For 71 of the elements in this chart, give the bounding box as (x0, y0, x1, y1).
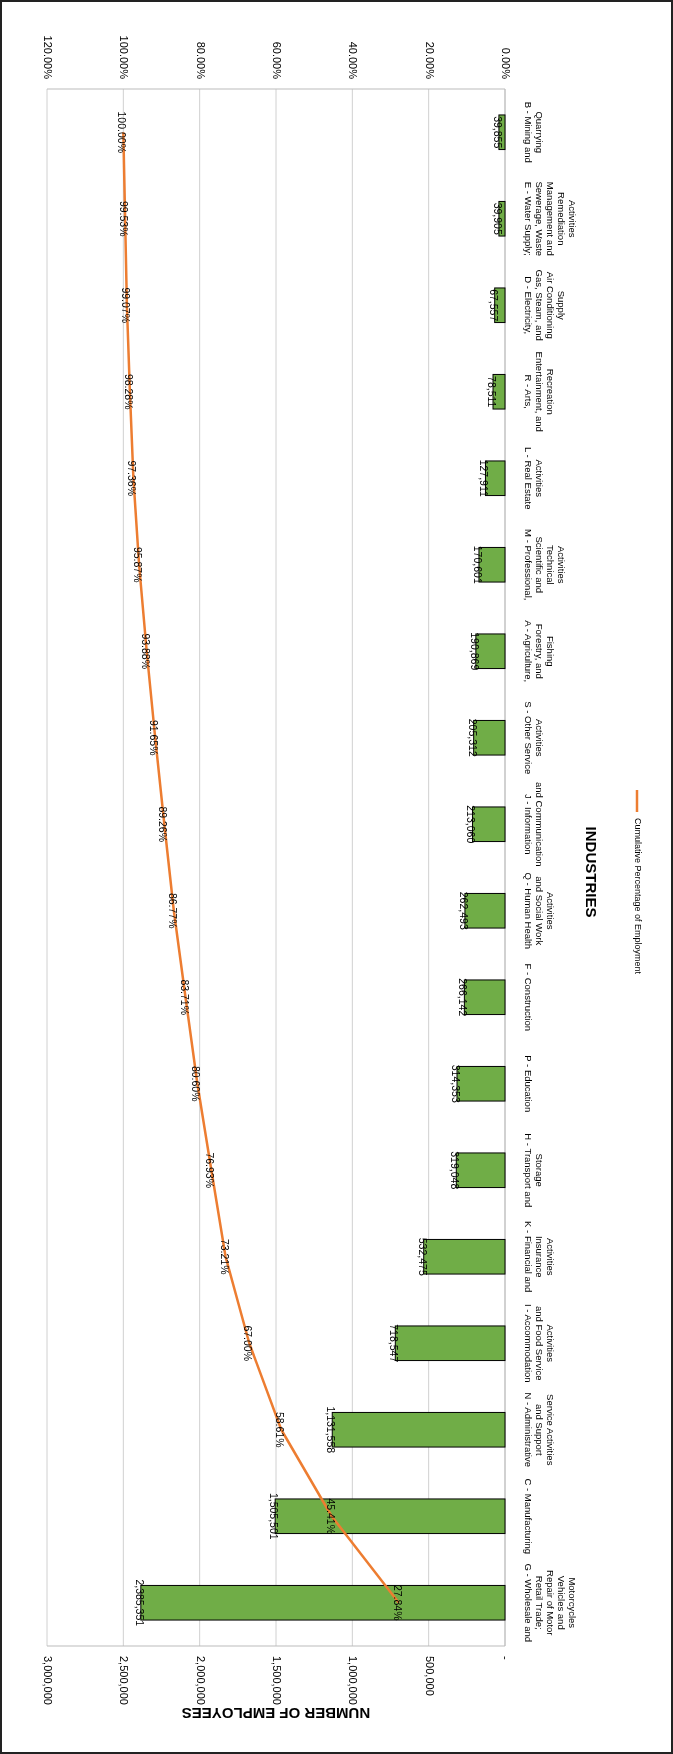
y-tick-label: M - Professional, Scientific and Technical Activities (523, 529, 567, 601)
y-tick-label: K - Financial and Insurance Activities (523, 1221, 556, 1293)
x-tick-label: - (500, 1656, 513, 1660)
y-tick-label: B - Mining and Quarrying (523, 101, 545, 163)
y-tick-label: E - Water Supply; Sewerage, Waste Management and Remediation Activities (523, 181, 578, 257)
data-label: 73.21% (218, 1238, 231, 1275)
data-label: 190,869 (468, 632, 481, 671)
x2-tick-label: 60.00% (271, 41, 284, 80)
y-tick-label: H - Transport and Storage (523, 1133, 545, 1208)
data-label: 95.87% (132, 546, 145, 583)
data-label: 314,353 (450, 1064, 463, 1103)
data-label: 1,131,558 (325, 1406, 338, 1454)
data-label: 67.00% (242, 1325, 255, 1362)
x2-tick-label: 0.00% (500, 47, 513, 80)
data-label: 78,511 (486, 376, 499, 408)
data-label: 127,911 (478, 459, 491, 497)
data-label: 67,557 (487, 289, 500, 322)
data-label: 86.77% (166, 892, 179, 929)
data-label: 1,505,501 (268, 1492, 281, 1540)
x-tick-label: 1,500,000 (271, 1656, 284, 1705)
y-tick-label: I - Accommodation and Food Service Activities (523, 1303, 556, 1383)
data-label: 58.61% (274, 1411, 287, 1448)
data-label: 89.26% (157, 806, 170, 843)
text: Cumulative Percentage of Employment (632, 818, 643, 975)
data-label: 45.41% (324, 1498, 337, 1535)
y-tick-label: N - Administrative and Support Service Activities (523, 1392, 556, 1467)
data-label: 2,385,351 (133, 1579, 146, 1627)
data-label: 718,547 (388, 1324, 401, 1363)
y-axis-title: INDUSTRIES (583, 826, 601, 918)
data-label: 266,142 (457, 978, 470, 1017)
y-tick-label: C - Manufacturing (523, 1478, 534, 1555)
data-label: 100.00% (116, 111, 129, 153)
y-tick-label: L - Real Estate Activities (523, 447, 545, 510)
y-tick-label: Q - Human Health and Social Work Activities (523, 872, 556, 950)
y-tick-label: J - Information and Communication (523, 782, 545, 867)
data-label: 76.93% (204, 1152, 217, 1189)
y-tick-label: D - Electricity, Gas, Steam, and Air Conditioning Supply (523, 269, 567, 341)
data-label: 99.07% (119, 287, 132, 324)
data-label: 319,048 (449, 1151, 462, 1190)
y-tick-label: R - Arts, Entertainment, and Recreation (523, 351, 556, 432)
data-label: 213,060 (465, 805, 478, 844)
data-label: 97.36% (126, 460, 139, 497)
x-tick-label: 500,000 (423, 1656, 436, 1696)
x2-tick-label: 40.00% (347, 41, 360, 80)
data-label: 205,312 (466, 718, 479, 757)
x2-tick-label: 100.00% (118, 35, 131, 80)
data-label: 170,601 (471, 545, 484, 584)
y-tick-label: S - Other Service Activities (523, 701, 545, 775)
y-tick-label: A - Agriculture, Forestry, and Fishing (523, 620, 556, 683)
x-tick-label: 3,000,000 (42, 1656, 55, 1705)
x-tick-label: 2,000,000 (194, 1656, 207, 1705)
data-label: 99.53% (118, 200, 131, 237)
x2-tick-label: 120.00% (42, 35, 55, 80)
data-label: 93.88% (139, 633, 152, 670)
x-tick-label: 1,000,000 (347, 1656, 360, 1705)
x2-tick-label: 80.00% (194, 41, 207, 80)
x-tick-label: 2,500,000 (118, 1656, 131, 1705)
y-tick-label: F - Construction (523, 963, 534, 1032)
y-tick-label: P - Education (523, 1055, 534, 1113)
data-label: 98.28% (122, 373, 135, 410)
data-label: 39,905 (491, 202, 504, 235)
y-tick-label: G - Wholesale and Retail Trade; Repair of Motor Vehicles and Motorcycles (523, 1563, 578, 1643)
data-label: 91.65% (148, 719, 161, 756)
x2-tick-label: 20.00% (423, 41, 436, 80)
data-label: 262,493 (457, 891, 470, 930)
data-label: 39,855 (491, 116, 504, 149)
data-label: 80.60% (190, 1065, 203, 1102)
data-label: 27.84% (391, 1584, 404, 1621)
data-label: 83.71% (178, 979, 191, 1016)
x-axis-title: NUMBER OF EMPLOYEES (181, 1705, 371, 1723)
data-label: 532,475 (416, 1237, 429, 1276)
